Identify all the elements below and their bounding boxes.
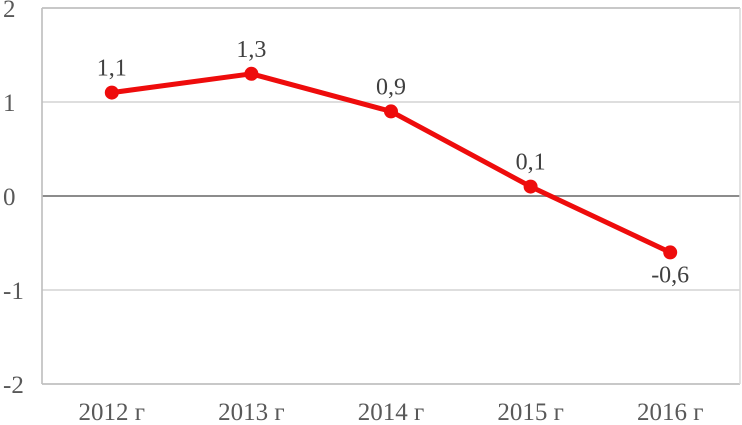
y-tick-label: 0 [3,184,16,211]
data-point-label: 1,1 [97,56,127,82]
y-tick-label: -2 [3,372,24,399]
x-tick-label: 2012 г [79,399,146,425]
data-point-marker [244,66,259,81]
data-point-label: 0,9 [376,74,406,100]
data-point-marker [384,104,398,119]
y-tick-label: -1 [3,278,24,305]
y-tick-label: 1 [3,90,16,117]
data-point-marker [104,85,119,100]
data-point-label: -0,6 [651,262,689,288]
x-tick-label: 2014 г [358,399,425,425]
x-tick-label: 2015 г [497,399,564,425]
data-point-marker [523,179,538,194]
data-point-marker [663,245,678,260]
y-tick-label: 2 [3,0,16,23]
series-line [109,71,673,255]
data-point-label: 0,1 [516,150,546,176]
data-point-label: 1,3 [236,37,266,63]
x-tick-label: 2016 г [637,399,704,425]
x-tick-label: 2013 г [218,399,285,425]
